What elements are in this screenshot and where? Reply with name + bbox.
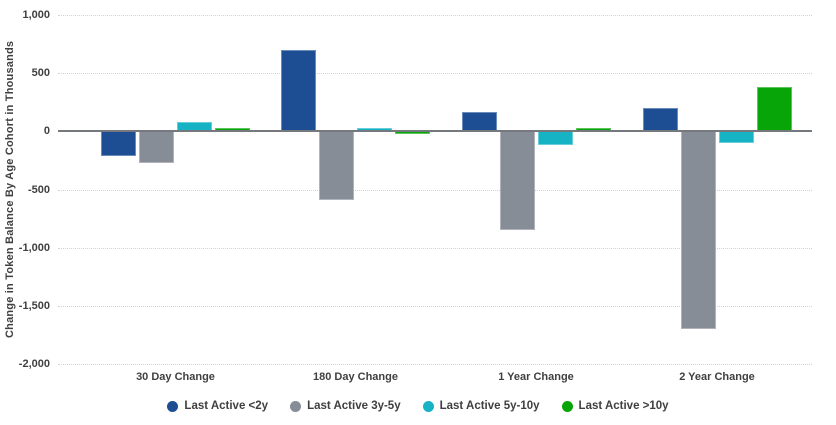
- legend: Last Active <2y Last Active 3y-5y Last Act…: [0, 397, 836, 415]
- gridline: [58, 189, 812, 191]
- legend-dot-icon: [422, 400, 434, 412]
- y-tick-label: -1,500: [18, 299, 50, 312]
- bar-last-active-3y-5y-1-year-change[interactable]: [499, 131, 535, 231]
- y-tick-label: -500: [27, 183, 50, 196]
- legend-dot-icon: [561, 400, 573, 412]
- x-category-label: 180 Day Change: [313, 371, 398, 383]
- legend-item-label: Last Active 5y-10y: [439, 400, 540, 412]
- bar-last-active-10y-2-year-change[interactable]: [756, 87, 792, 132]
- bar-last-active-3y-5y-30-day-change[interactable]: [139, 131, 174, 163]
- gridline: [58, 15, 812, 16]
- bar-last-active-3y-5y-2-year-change[interactable]: [680, 131, 716, 330]
- legend-item-label: Last Active 3y-5y: [307, 400, 401, 412]
- bar-last-active-5y-10y-30-day-change[interactable]: [177, 122, 212, 132]
- legend-item-last-active-2y[interactable]: Last Active <2y: [167, 400, 268, 412]
- legend-item-label: Last Active >10y: [578, 400, 669, 412]
- y-tick-label: 0: [43, 125, 50, 138]
- y-tick-label: -1,000: [18, 241, 50, 254]
- bar-last-active-2y-180-day-change[interactable]: [281, 49, 316, 132]
- y-tick-label: 1,000: [22, 9, 50, 21]
- gridline: [58, 305, 812, 307]
- legend-item-last-active-10y[interactable]: Last Active >10y: [561, 400, 669, 412]
- bar-last-active-3y-5y-180-day-change[interactable]: [319, 131, 354, 200]
- x-category-label: 30 Day Change: [136, 371, 215, 383]
- bar-last-active-2y-30-day-change[interactable]: [101, 131, 136, 156]
- x-axis-zero-line: [58, 130, 812, 133]
- legend-item-last-active-5y-10y[interactable]: Last Active 5y-10y: [422, 400, 540, 412]
- bar-last-active-5y-10y-1-year-change[interactable]: [537, 131, 573, 146]
- gridline: [58, 73, 812, 75]
- y-tick-label: 500: [31, 67, 50, 80]
- bar-last-active-2y-2-year-change[interactable]: [642, 108, 678, 132]
- bar-last-active-5y-10y-2-year-change[interactable]: [718, 131, 754, 143]
- x-category-label: 2 Year Change: [679, 371, 755, 383]
- bar-last-active-10y-30-day-change[interactable]: [215, 128, 250, 132]
- bar-last-active-2y-1-year-change[interactable]: [461, 111, 497, 132]
- y-tick-label: -2,000: [18, 358, 50, 370]
- gridline: [58, 247, 812, 249]
- plot-area: [58, 15, 812, 365]
- bar-last-active-10y-1-year-change[interactable]: [575, 127, 611, 132]
- legend-item-last-active-3y-5y[interactable]: Last Active 3y-5y: [290, 400, 401, 412]
- bar-last-active-10y-180-day-change[interactable]: [395, 131, 430, 135]
- legend-dot-icon: [290, 400, 302, 412]
- legend-dot-icon: [167, 400, 179, 412]
- bar-last-active-5y-10y-180-day-change[interactable]: [357, 128, 392, 132]
- x-category-label: 1 Year Change: [498, 371, 574, 383]
- gridline: [58, 364, 812, 365]
- legend-item-label: Last Active <2y: [184, 400, 269, 412]
